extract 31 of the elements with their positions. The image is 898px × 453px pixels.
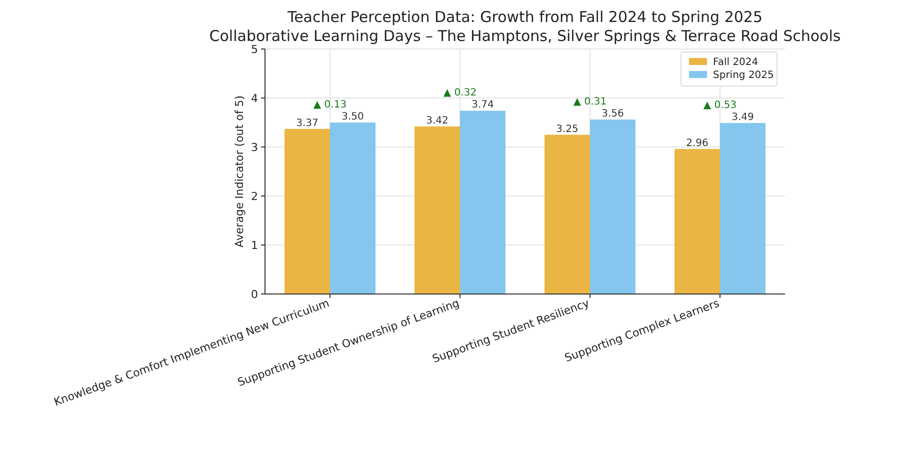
chart-title: Teacher Perception Data: Growth from Fall 2024 to Spring 2025 (286, 8, 763, 26)
data-label: 3.42 (426, 115, 448, 126)
bar (330, 122, 376, 294)
y-tick-label: 3 (251, 141, 258, 154)
y-axis-title: Average Indicator (out of 5) (233, 96, 246, 248)
annotation: ▲ 0.31 (573, 96, 607, 108)
annotation: ▲ 0.13 (313, 100, 347, 110)
y-tick-label: 4 (251, 92, 258, 105)
data-label: 2.96 (686, 138, 708, 149)
bar (720, 122, 766, 294)
annotation: ▲ 0.32 (443, 88, 477, 99)
bar (674, 148, 720, 294)
data-label: 3.50 (342, 112, 364, 122)
data-label: 3.25 (556, 124, 578, 135)
bar (460, 110, 506, 294)
bar (590, 120, 636, 294)
data-label: 3.74 (472, 100, 494, 111)
data-label: 3.37 (296, 118, 318, 129)
legend-label: Fall 2024 (713, 57, 758, 68)
bar (414, 126, 460, 294)
y-tick-label: 0 (251, 288, 258, 301)
annotation: ▲ 0.53 (703, 100, 737, 111)
data-label: 3.56 (602, 108, 624, 120)
y-tick-label: 5 (251, 43, 258, 56)
y-tick-label: 2 (251, 190, 258, 203)
bar (284, 128, 330, 294)
y-tick-label: 1 (251, 239, 258, 252)
chart-subtitle: Collaborative Learning Days – The Hamptons, Silver Springs & Terrace Road Schools (209, 27, 841, 45)
bar (544, 134, 590, 294)
data-label: 3.49 (732, 112, 754, 123)
legend-label: Spring 2025 (713, 70, 774, 81)
